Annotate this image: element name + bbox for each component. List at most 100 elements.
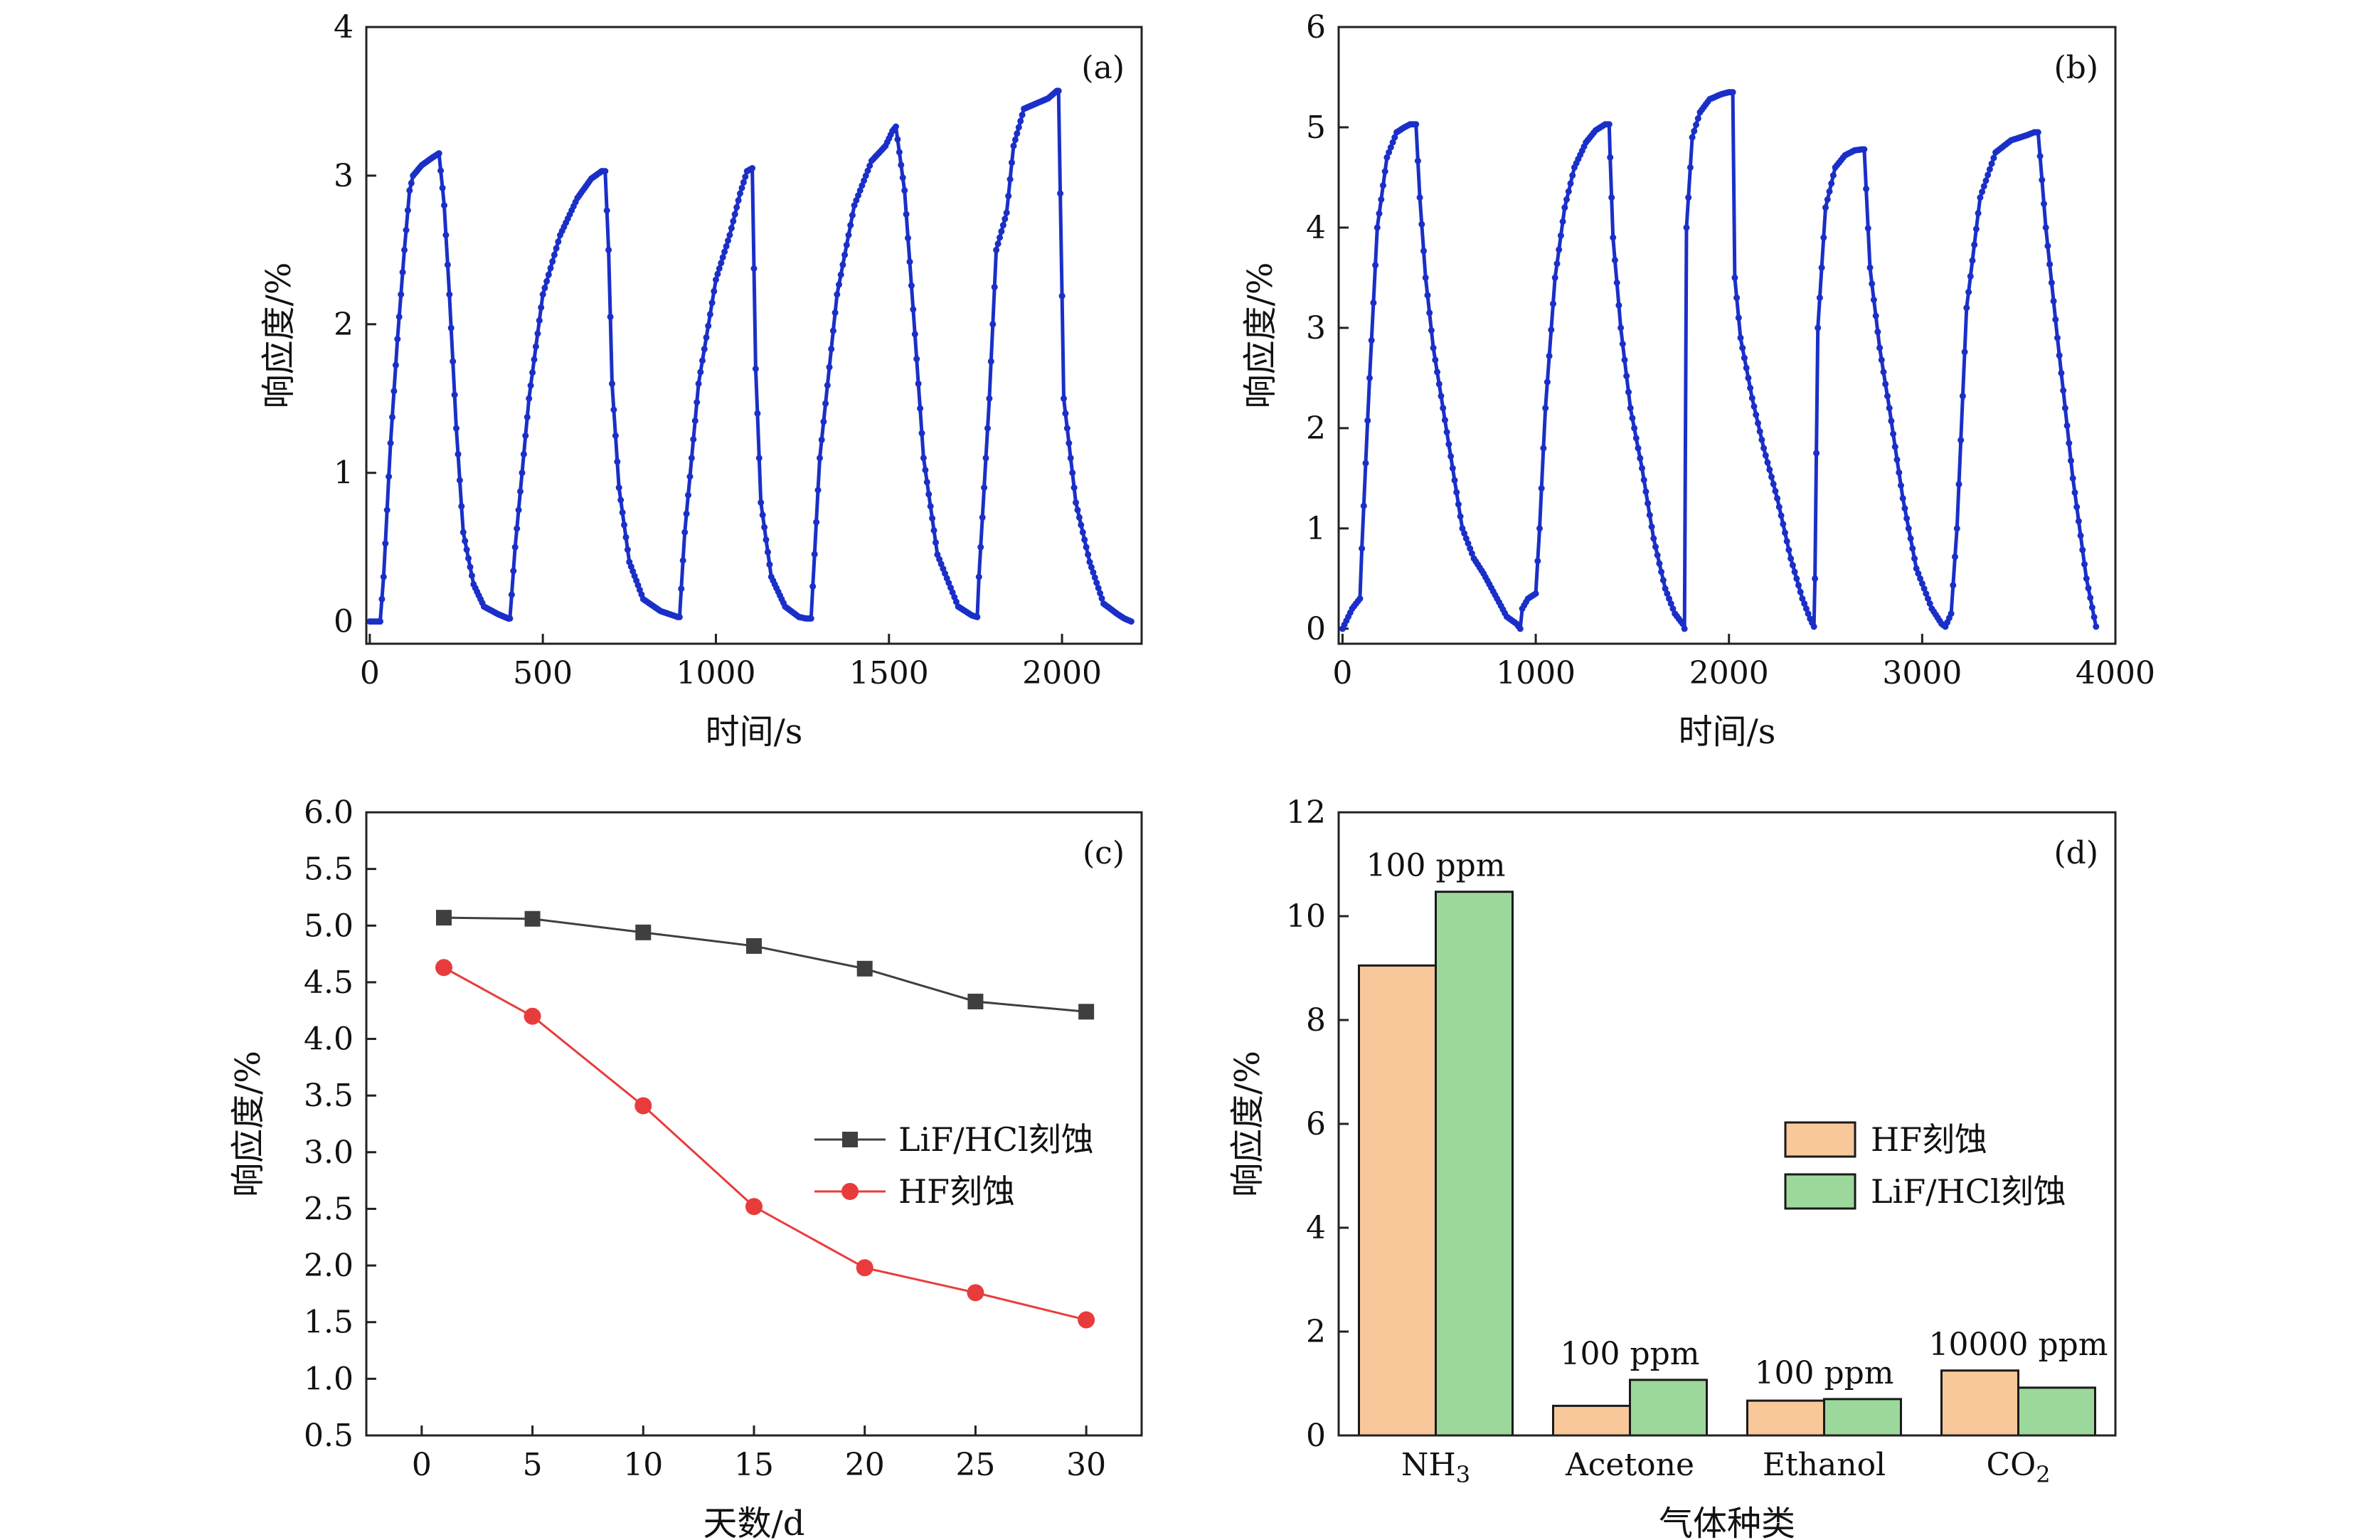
data-point [1691,127,1698,134]
data-point [1917,575,1924,582]
data-point [847,222,854,229]
data-point [459,529,467,536]
data-point [754,410,761,417]
data-point [929,515,936,522]
data-point [1739,344,1746,351]
data-point [1890,430,1897,437]
data-point [1542,405,1549,412]
data-point [1741,354,1748,361]
data-point [2085,585,2092,592]
x-tick-label: 2000 [1022,655,1102,691]
data-point [986,395,993,402]
x-tick-label: 500 [513,655,573,691]
x-tick-label: 0 [412,1447,432,1483]
data-point [1797,588,1804,595]
data-point [1799,595,1806,602]
x-tick-label: 0 [360,655,380,691]
data-point [1440,405,1447,412]
y-tick-label: 4 [1306,210,1326,246]
data-point [1430,344,1437,351]
data-point [1969,257,1976,264]
data-point [1959,393,1966,400]
data-point [1010,142,1017,149]
data-point [1611,257,1618,264]
data-point [610,406,617,413]
data-point [2058,369,2065,376]
data-point [547,265,554,272]
data-point [1891,443,1898,450]
data-point [765,548,771,556]
bar-hf [1552,1404,1631,1437]
data-point [1869,280,1876,287]
data-point [1743,364,1750,371]
data-point [2087,594,2094,601]
data-point [979,514,986,521]
data-point [1948,610,1955,617]
data-point [1075,514,1083,521]
data-point [1801,600,1808,607]
data-point [1870,297,1877,303]
data-point [723,243,730,250]
data-point [1006,176,1014,183]
x-axis-title: 时间/s [1679,712,1776,752]
data-point [1559,218,1566,225]
data-point [1915,570,1922,577]
data-point [691,418,698,425]
data-point [383,506,391,514]
data-point [1461,530,1468,537]
data-point [1009,159,1015,166]
y-tick-label: 2 [1306,1314,1326,1350]
data-point [1389,139,1396,146]
data-point [450,358,457,365]
data-point [997,234,1003,241]
data-point [864,167,871,174]
data-point [699,357,706,364]
panel-label: (a) [1081,50,1125,86]
data-point [1413,121,1420,128]
data-point [1802,605,1810,612]
category-label-main: CO [1986,1447,2036,1483]
data-point [395,313,403,320]
data-point [809,583,817,590]
category-label: CO2 [1986,1447,2050,1488]
data-point [1459,525,1466,532]
data-point [1615,302,1622,309]
data-point [813,519,820,526]
data-point [1679,620,1686,627]
y-tick-label: 6 [1306,1106,1326,1142]
data-point [1418,221,1425,228]
data-point [690,436,697,443]
data-point [1923,590,1930,597]
data-point [1093,579,1100,586]
data-point [1816,294,1823,302]
y-tick-label: 4 [334,9,354,46]
data-point [1098,595,1105,602]
data-point [1768,473,1775,480]
y-tick-label: 6.0 [304,795,354,831]
data-point [1613,280,1620,286]
data-point [1014,130,1021,137]
data-point [1901,505,1908,512]
data-point [536,317,543,324]
data-point [1426,309,1433,317]
data-point [607,313,614,320]
data-point [811,551,818,558]
data-point [1374,224,1381,231]
data-point [683,510,690,517]
data-point [545,271,552,278]
data-point [534,330,541,337]
data-point [967,993,984,1009]
data-point [1632,435,1640,442]
data-point [933,539,939,546]
data-point [1965,289,1972,296]
data-point [1652,543,1659,551]
data-point [1532,590,1539,597]
data-point [1090,569,1097,576]
data-point [1775,504,1783,511]
data-point [1360,502,1367,509]
y-tick-label: 1.0 [304,1361,354,1397]
data-point [1097,590,1104,597]
category-label: Acetone [1565,1447,1694,1483]
data-point [1548,326,1555,334]
data-point [1642,488,1649,495]
